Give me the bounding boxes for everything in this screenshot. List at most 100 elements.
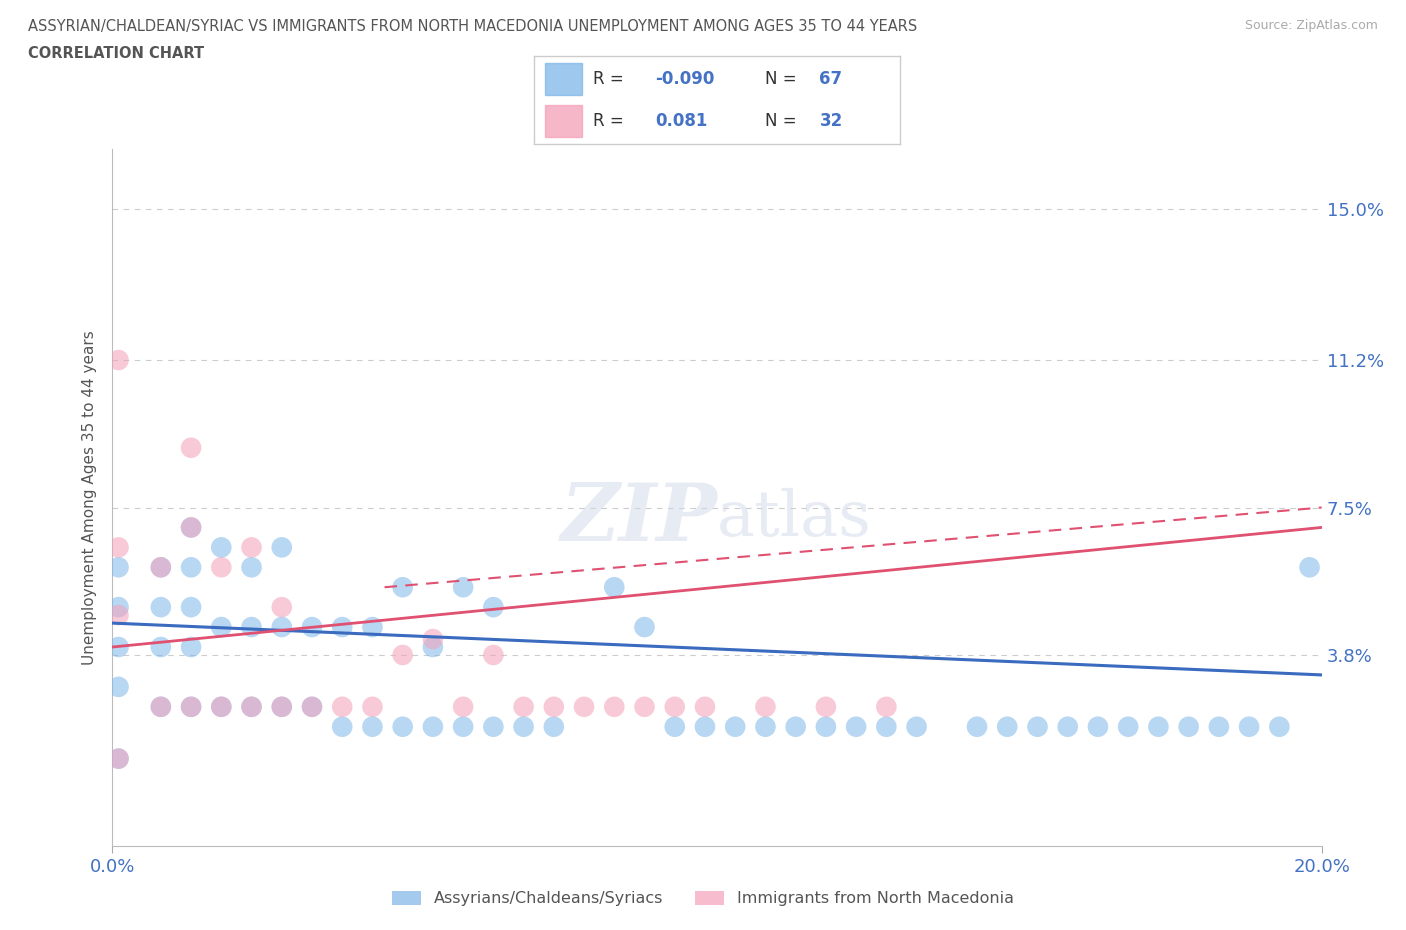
Point: [633, 699, 655, 714]
Point: [361, 619, 384, 634]
Text: CORRELATION CHART: CORRELATION CHART: [28, 46, 204, 61]
Point: [995, 719, 1018, 734]
Point: [572, 699, 595, 714]
Point: [1026, 719, 1049, 734]
Point: [1268, 719, 1291, 734]
Text: N =: N =: [765, 113, 801, 130]
Text: 0.081: 0.081: [655, 113, 707, 130]
Point: [543, 719, 565, 734]
Bar: [546, 63, 582, 95]
Point: [107, 751, 129, 766]
Point: [1208, 719, 1230, 734]
Point: [180, 699, 202, 714]
Text: 67: 67: [820, 70, 842, 87]
Point: [209, 540, 232, 555]
Text: ASSYRIAN/CHALDEAN/SYRIAC VS IMMIGRANTS FROM NORTH MACEDONIA UNEMPLOYMENT AMONG A: ASSYRIAN/CHALDEAN/SYRIAC VS IMMIGRANTS F…: [28, 19, 917, 33]
Point: [482, 647, 505, 662]
Point: [240, 540, 263, 555]
Point: [240, 560, 263, 575]
Point: [422, 640, 444, 655]
Point: [107, 352, 129, 367]
Point: [149, 699, 172, 714]
Point: [180, 560, 202, 575]
Point: [482, 600, 505, 615]
Point: [391, 719, 413, 734]
Point: [330, 619, 353, 634]
Point: [107, 751, 129, 766]
Point: [180, 440, 202, 455]
Point: [180, 520, 202, 535]
Point: [270, 540, 292, 555]
Point: [209, 619, 232, 634]
Text: atlas: atlas: [717, 488, 872, 549]
Point: [814, 719, 837, 734]
Point: [905, 719, 928, 734]
Point: [270, 699, 292, 714]
Point: [603, 699, 626, 714]
Point: [422, 631, 444, 646]
Point: [270, 619, 292, 634]
Point: [209, 699, 232, 714]
Point: [422, 719, 444, 734]
Point: [875, 699, 897, 714]
Point: [543, 699, 565, 714]
Point: [107, 600, 129, 615]
Point: [149, 640, 172, 655]
Point: [361, 719, 384, 734]
Point: [180, 520, 202, 535]
Point: [330, 699, 353, 714]
Point: [107, 680, 129, 695]
Point: [603, 579, 626, 594]
Bar: [546, 105, 582, 137]
Text: ZIP: ZIP: [560, 480, 717, 557]
Point: [724, 719, 747, 734]
Point: [1298, 560, 1320, 575]
Point: [1147, 719, 1170, 734]
Point: [301, 699, 323, 714]
Point: [361, 699, 384, 714]
Point: [451, 699, 474, 714]
Point: [240, 619, 263, 634]
Point: [1116, 719, 1139, 734]
Point: [270, 600, 292, 615]
Point: [149, 560, 172, 575]
Point: [451, 579, 474, 594]
Point: [107, 607, 129, 622]
Point: [209, 699, 232, 714]
Point: [1087, 719, 1109, 734]
Point: [664, 719, 686, 734]
Point: [180, 699, 202, 714]
Point: [1056, 719, 1078, 734]
Point: [845, 719, 868, 734]
Point: [149, 699, 172, 714]
Point: [482, 719, 505, 734]
Text: Source: ZipAtlas.com: Source: ZipAtlas.com: [1244, 19, 1378, 32]
Point: [512, 699, 534, 714]
Point: [180, 600, 202, 615]
Legend: Assyrians/Chaldeans/Syriacs, Immigrants from North Macedonia: Assyrians/Chaldeans/Syriacs, Immigrants …: [385, 884, 1021, 912]
Point: [512, 719, 534, 734]
Point: [875, 719, 897, 734]
Point: [107, 640, 129, 655]
Y-axis label: Unemployment Among Ages 35 to 44 years: Unemployment Among Ages 35 to 44 years: [82, 330, 97, 665]
Point: [754, 699, 776, 714]
Point: [391, 647, 413, 662]
Point: [693, 699, 716, 714]
Point: [149, 560, 172, 575]
Point: [785, 719, 807, 734]
Point: [633, 619, 655, 634]
Point: [391, 579, 413, 594]
Point: [240, 699, 263, 714]
Point: [180, 640, 202, 655]
Point: [240, 699, 263, 714]
Point: [330, 719, 353, 734]
Point: [149, 600, 172, 615]
Point: [301, 699, 323, 714]
Text: -0.090: -0.090: [655, 70, 714, 87]
Point: [664, 699, 686, 714]
Text: R =: R =: [593, 113, 628, 130]
Point: [209, 560, 232, 575]
Point: [107, 560, 129, 575]
Point: [966, 719, 988, 734]
Point: [693, 719, 716, 734]
